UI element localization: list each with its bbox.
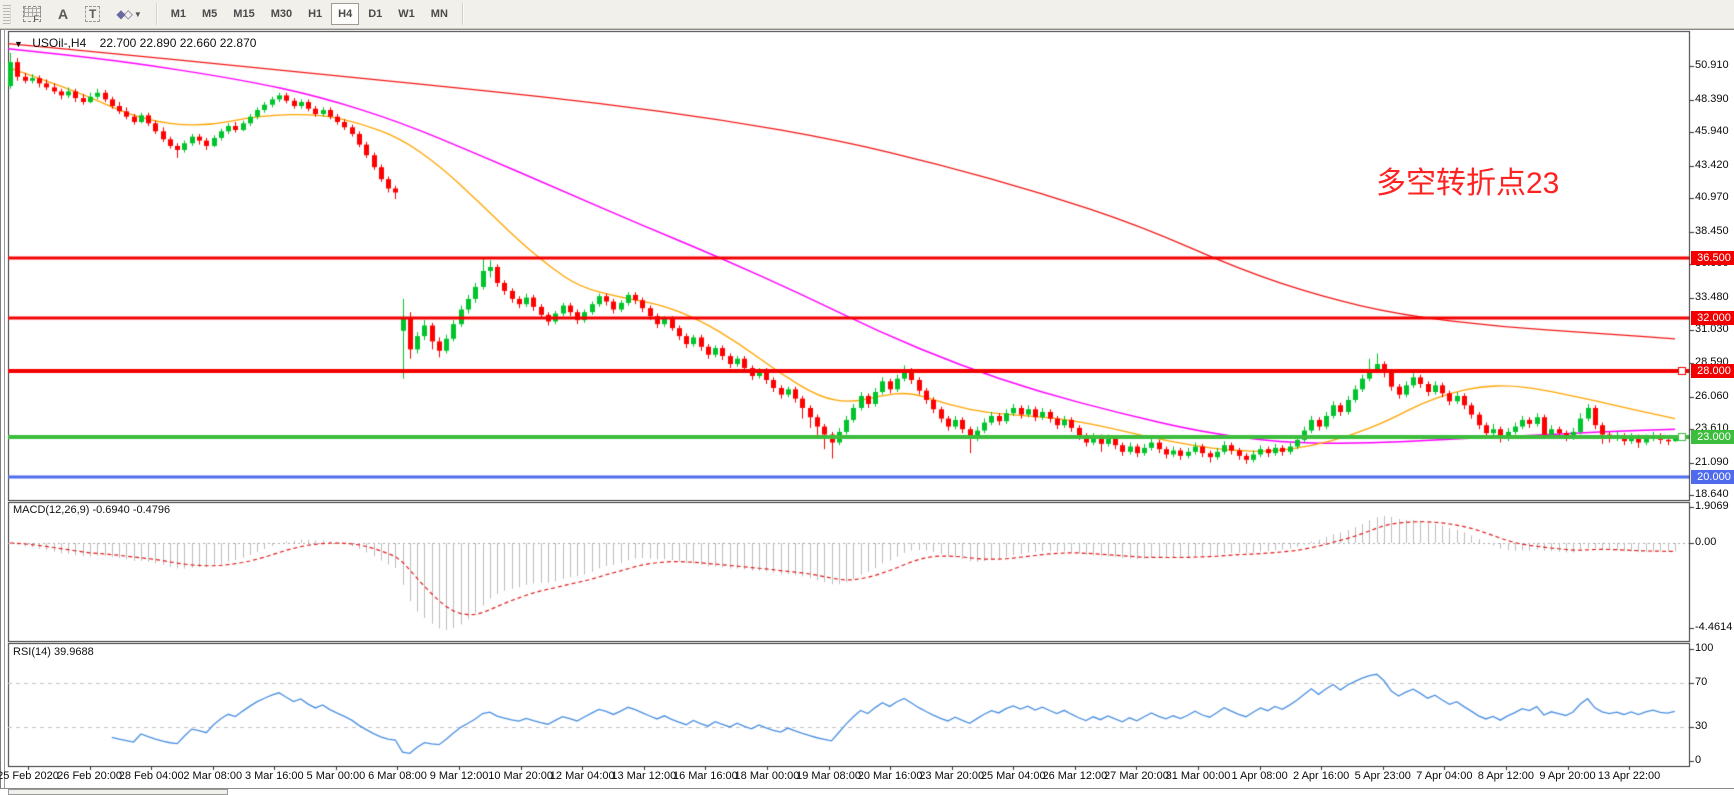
- price-tick-label: 50.910: [1695, 59, 1729, 71]
- price-line-badge-28.000: 28.000: [1691, 363, 1734, 378]
- time-axis-label: 27 Mar 20:00: [1104, 770, 1169, 782]
- time-axis-label: 12 Mar 04:00: [549, 770, 615, 782]
- macd-tick-label: -4.4614: [1695, 620, 1733, 633]
- price-line-badge-20.000: 20.000: [1691, 470, 1734, 485]
- time-axis-label: 26 Feb 20:00: [57, 770, 122, 782]
- time-axis-label: 16 Mar 16:00: [672, 770, 738, 782]
- time-axis-label: 18 Mar 00:00: [734, 770, 800, 782]
- time-axis-label: 2 Mar 08:00: [183, 770, 243, 782]
- price-tick-label: 40.970: [1695, 191, 1729, 204]
- rsi-tick-label: 0: [1695, 754, 1702, 766]
- macd-tick-label: 1.9069: [1695, 499, 1729, 512]
- chart-symbol-period: USOil-,H4: [32, 36, 87, 50]
- price-tick-label: 18.640: [1695, 488, 1729, 501]
- chart-text-annotation[interactable]: 多空转折点23: [1376, 167, 1560, 200]
- price-tick-label: 43.420: [1695, 158, 1729, 171]
- price-tick-label: 33.480: [1695, 290, 1729, 303]
- time-axis-label: 26 Mar 12:00: [1042, 770, 1108, 782]
- time-axis-label: 13 Mar 12:00: [611, 770, 677, 782]
- time-axis-label: 25 Feb 2020: [0, 770, 59, 782]
- time-axis-label: 9 Mar 12:00: [429, 770, 489, 782]
- time-axis-label: 20 Mar 16:00: [857, 770, 923, 782]
- horizontal-scrollbar-thumb[interactable]: [8, 789, 228, 795]
- chart-ohlc-values: 22.700 22.890 22.660 22.870: [99, 36, 257, 50]
- time-axis-label: 10 Mar 20:00: [488, 770, 554, 782]
- macd-indicator-label: MACD(12,26,9) -0.6940 -0.4796: [13, 504, 171, 516]
- price-line-badge-36.500: 36.500: [1691, 250, 1734, 265]
- bottom-strip: [0, 788, 1734, 795]
- price-tick-label: 38.450: [1695, 224, 1729, 237]
- time-axis-label: 13 Apr 22:00: [1597, 770, 1661, 782]
- macd-tick-label: 0.00: [1695, 536, 1717, 548]
- time-axis-label: 8 Apr 12:00: [1477, 770, 1535, 782]
- rsi-tick-label: 30: [1695, 720, 1708, 733]
- rsi-tick-label: 70: [1695, 675, 1708, 688]
- time-axis-label: 5 Apr 23:00: [1354, 770, 1411, 782]
- time-axis-label: 9 Apr 20:00: [1539, 770, 1596, 782]
- time-axis-label: 5 Mar 00:00: [306, 770, 366, 782]
- time-axis-label: 23 Mar 20:00: [919, 770, 985, 782]
- chart-title: ▼ USOil-,H4 22.700 22.890 22.660 22.870: [14, 36, 256, 50]
- time-axis-label: 7 Apr 04:00: [1416, 770, 1473, 782]
- price-tick-label: 31.030: [1695, 323, 1729, 336]
- price-line-badge-23.000: 23.000: [1691, 430, 1734, 445]
- time-axis-label: 25 Mar 04:00: [980, 770, 1046, 782]
- rsi-indicator-label: RSI(14) 39.9688: [13, 646, 94, 658]
- time-axis-label: 2 Apr 16:00: [1293, 770, 1350, 782]
- price-line-badge-32.000: 32.000: [1691, 310, 1734, 325]
- time-axis-label: 3 Mar 16:00: [244, 770, 304, 782]
- price-tick-label: 45.940: [1695, 125, 1729, 138]
- price-tick-label: 21.090: [1695, 455, 1729, 468]
- time-axis-label: 28 Feb 04:00: [118, 770, 184, 782]
- price-tick-label: 26.060: [1695, 389, 1729, 402]
- time-axis-label: 6 Mar 08:00: [368, 770, 427, 782]
- time-axis-label: 19 Mar 08:00: [796, 770, 861, 782]
- time-axis-label: 31 Mar 00:00: [1165, 770, 1231, 782]
- price-tick-label: 48.390: [1695, 92, 1729, 105]
- collapse-triangle-icon[interactable]: ▼: [14, 39, 23, 49]
- rsi-tick-label: 100: [1695, 642, 1714, 654]
- time-axis-label: 1 Apr 08:00: [1231, 770, 1288, 782]
